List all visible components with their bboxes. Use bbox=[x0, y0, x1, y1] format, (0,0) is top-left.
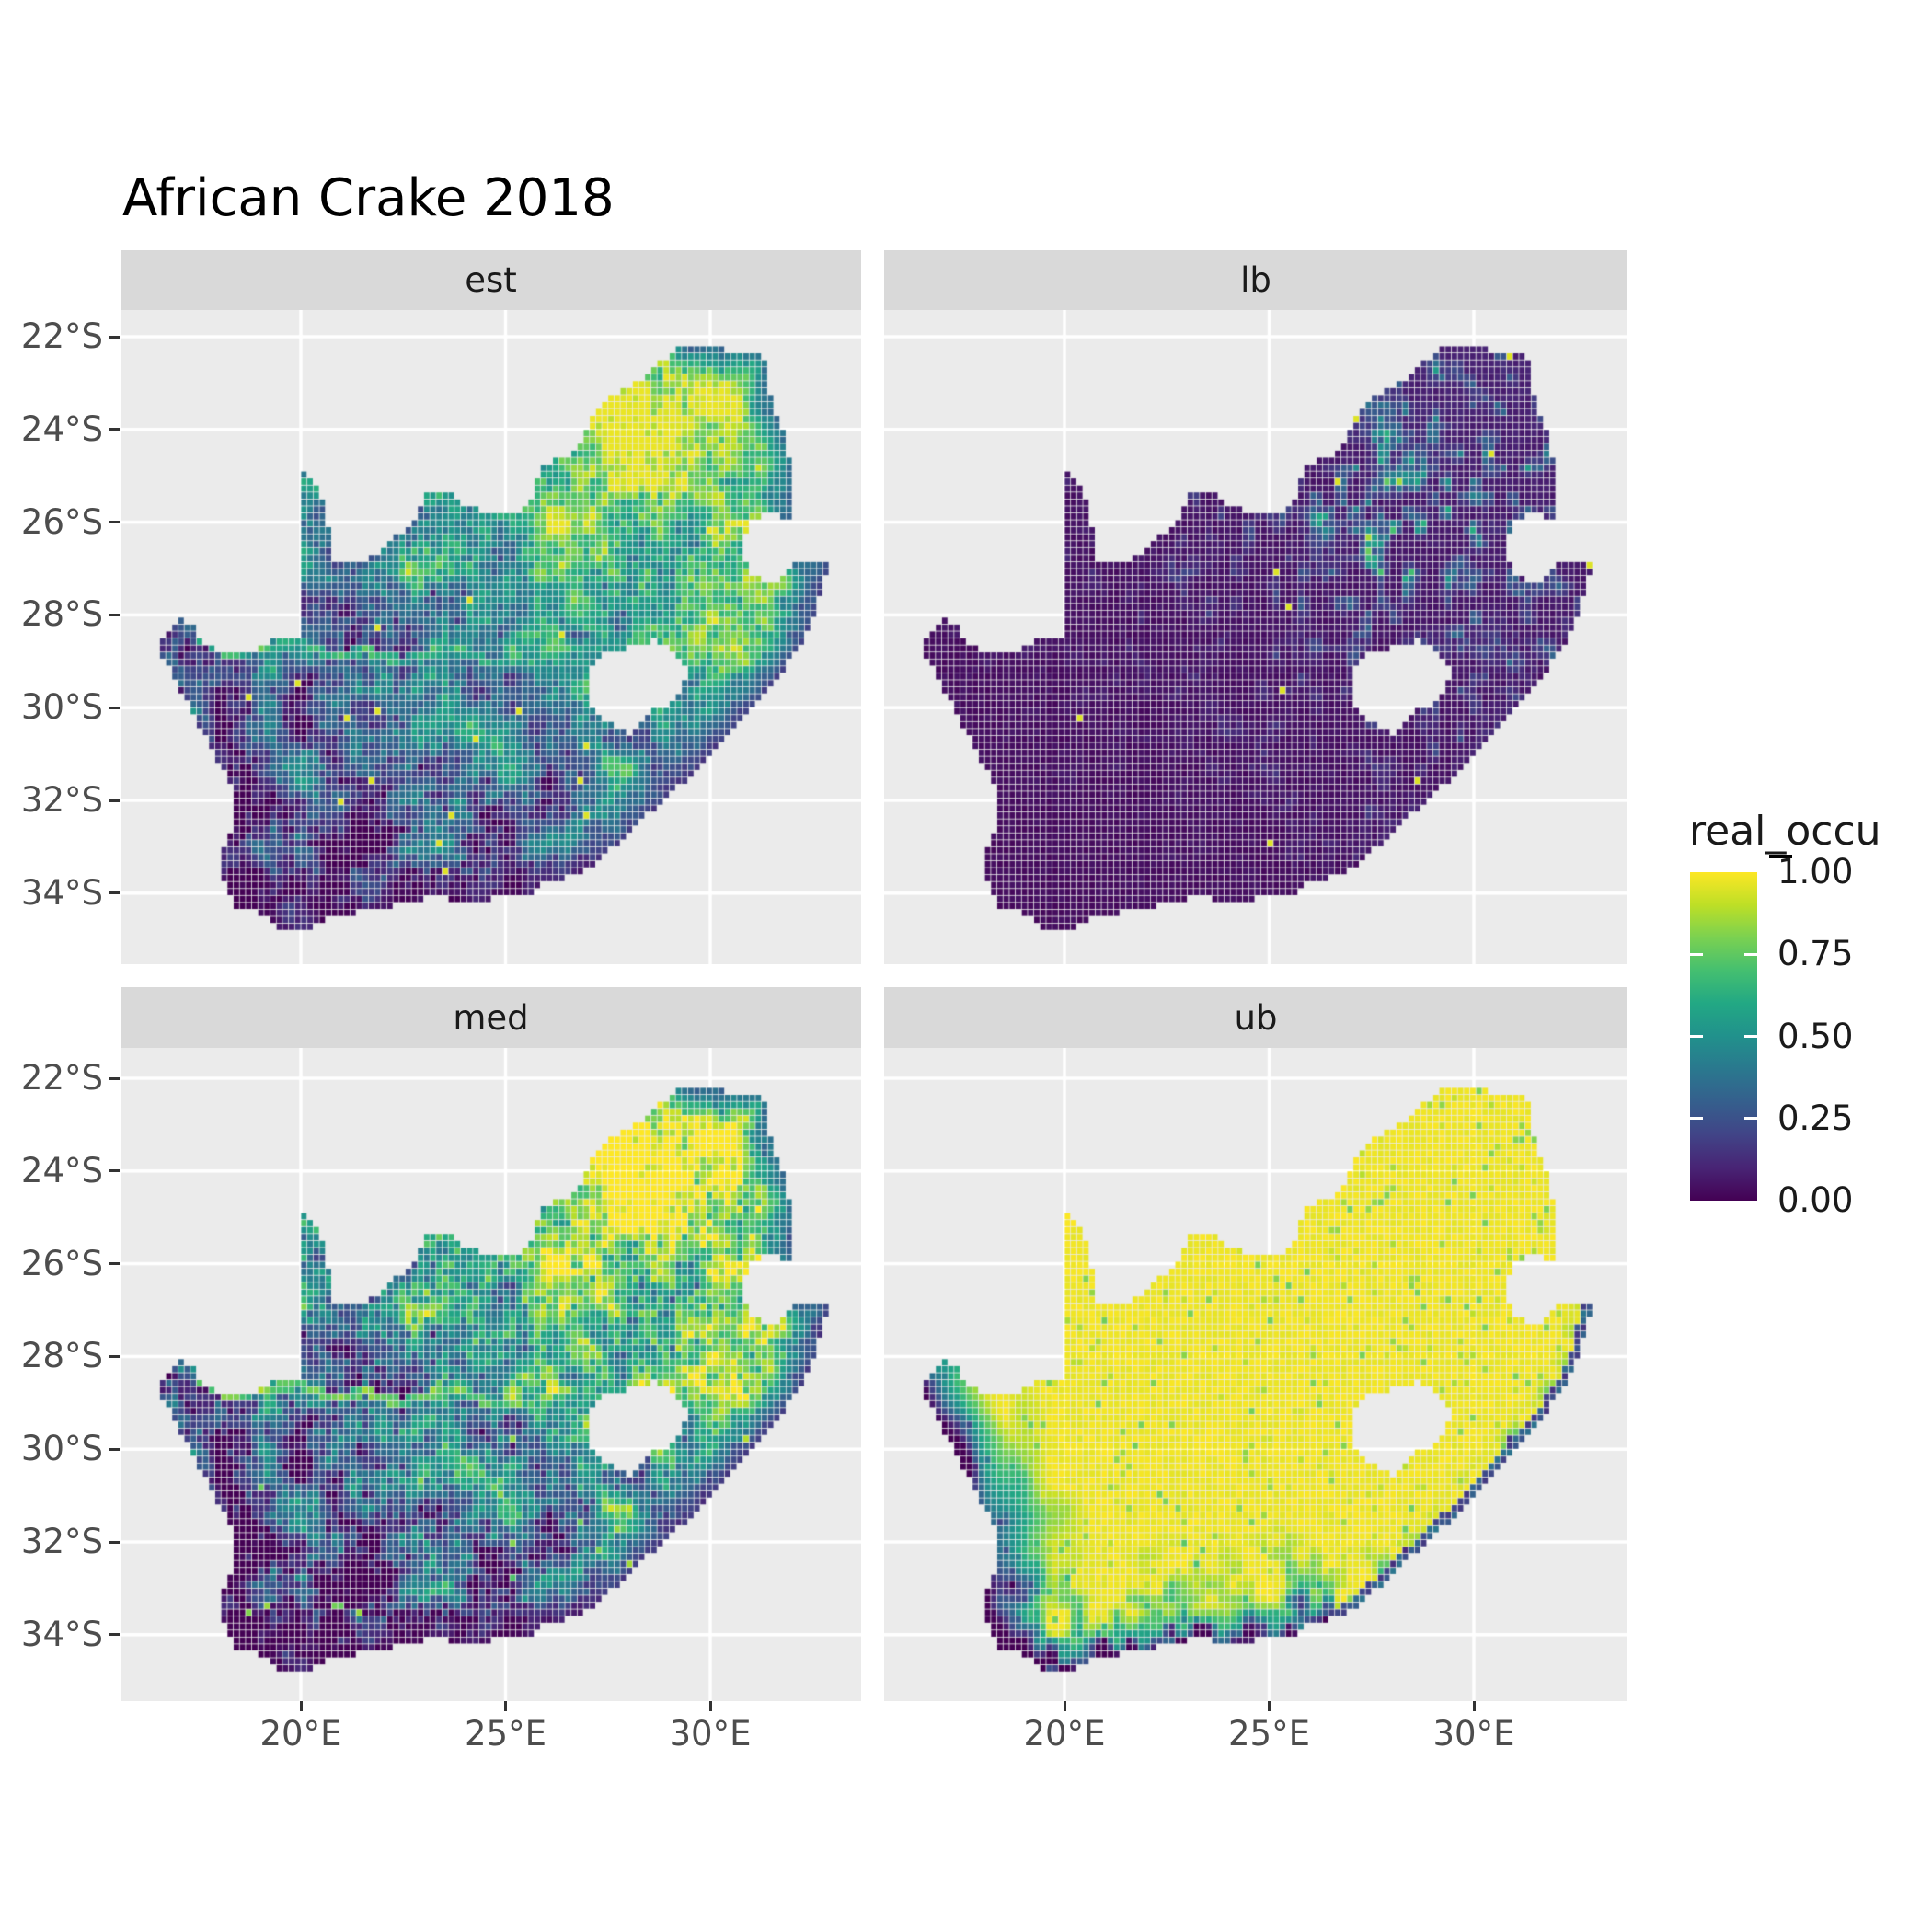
facet-map-est bbox=[121, 310, 861, 964]
x-tick-label: 25°E bbox=[1228, 1714, 1310, 1754]
x-tick-mark bbox=[1472, 1701, 1476, 1711]
facet-strip-est: est bbox=[121, 250, 861, 310]
facet-strip-label-est: est bbox=[465, 260, 517, 300]
y-tick-label: 28°S bbox=[20, 1336, 103, 1376]
x-tick-mark bbox=[504, 1701, 507, 1711]
x-tick-label: 30°E bbox=[669, 1714, 752, 1754]
y-tick-label: 30°S bbox=[20, 687, 103, 728]
legend-tick-label: 0.75 bbox=[1777, 934, 1854, 974]
y-tick-label: 22°S bbox=[20, 1058, 103, 1098]
y-tick-mark bbox=[109, 1169, 120, 1173]
facet-map-med bbox=[121, 1048, 861, 1701]
y-tick-mark bbox=[109, 335, 120, 339]
x-tick-mark bbox=[299, 1701, 303, 1711]
legend-tick-mark bbox=[1690, 1117, 1703, 1121]
facet-strip-med: med bbox=[121, 987, 861, 1048]
y-tick-mark bbox=[109, 1633, 120, 1637]
facet-map-lb bbox=[884, 310, 1627, 964]
y-tick-mark bbox=[109, 706, 120, 709]
y-tick-mark bbox=[109, 1447, 120, 1451]
legend-tick-mark bbox=[1744, 1035, 1757, 1038]
facet-strip-label-ub: ub bbox=[1234, 997, 1278, 1038]
y-tick-mark bbox=[109, 1076, 120, 1080]
y-tick-label: 32°S bbox=[20, 1522, 103, 1561]
facet-strip-label-med: med bbox=[453, 997, 529, 1038]
y-tick-label: 26°S bbox=[20, 1243, 103, 1283]
y-tick-mark bbox=[109, 1540, 120, 1544]
facet-strip-lb: lb bbox=[884, 250, 1627, 310]
legend-tick-mark bbox=[1690, 1035, 1703, 1038]
y-tick-label: 34°S bbox=[20, 872, 103, 913]
legend-tick-mark bbox=[1690, 952, 1703, 956]
y-tick-mark bbox=[109, 428, 120, 431]
y-tick-mark bbox=[109, 521, 120, 524]
legend-top-tick bbox=[1769, 855, 1792, 858]
legend-tick-label: 0.50 bbox=[1777, 1016, 1854, 1056]
x-tick-mark bbox=[1063, 1701, 1066, 1711]
x-tick-mark bbox=[708, 1701, 712, 1711]
y-tick-mark bbox=[109, 799, 120, 802]
legend-tick-mark bbox=[1744, 952, 1757, 956]
plot-title: African Crake 2018 bbox=[122, 168, 615, 228]
y-tick-mark bbox=[109, 891, 120, 895]
x-tick-label: 25°E bbox=[465, 1714, 546, 1754]
x-tick-label: 20°E bbox=[1023, 1714, 1106, 1754]
x-tick-label: 30°E bbox=[1432, 1714, 1515, 1754]
facet-strip-label-lb: lb bbox=[1240, 260, 1271, 300]
legend-tick-mark bbox=[1744, 1117, 1757, 1121]
legend-tick-label: 0.00 bbox=[1777, 1180, 1854, 1220]
facet-map-ub bbox=[884, 1048, 1627, 1701]
x-tick-mark bbox=[1268, 1701, 1271, 1711]
y-tick-label: 24°S bbox=[20, 1150, 103, 1190]
y-tick-label: 34°S bbox=[20, 1614, 103, 1654]
legend-tick-label: 0.25 bbox=[1777, 1098, 1854, 1138]
facet-strip-ub: ub bbox=[884, 987, 1627, 1048]
y-tick-label: 32°S bbox=[20, 780, 103, 820]
y-tick-label: 26°S bbox=[20, 501, 103, 542]
legend-title: real_occu bbox=[1689, 808, 1881, 855]
y-tick-label: 24°S bbox=[20, 408, 103, 449]
y-tick-mark bbox=[109, 1354, 120, 1358]
y-tick-label: 28°S bbox=[20, 594, 103, 635]
y-tick-label: 22°S bbox=[20, 316, 103, 356]
legend-tick-label: 1.00 bbox=[1777, 852, 1854, 891]
y-tick-mark bbox=[109, 613, 120, 616]
x-tick-label: 20°E bbox=[259, 1714, 342, 1754]
y-tick-label: 30°S bbox=[20, 1429, 103, 1469]
y-tick-mark bbox=[109, 1262, 120, 1266]
